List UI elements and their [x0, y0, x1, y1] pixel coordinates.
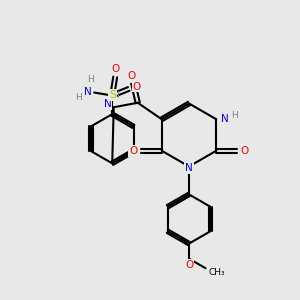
Text: H: H	[87, 75, 94, 84]
Text: N: N	[84, 87, 92, 97]
Text: H: H	[232, 111, 238, 119]
Text: N: N	[221, 114, 229, 124]
Text: N: N	[185, 163, 193, 173]
Text: O: O	[112, 64, 120, 74]
Text: H: H	[112, 91, 119, 100]
Text: S: S	[109, 90, 116, 100]
Text: O: O	[128, 71, 136, 81]
Text: H: H	[75, 93, 82, 102]
Text: O: O	[133, 82, 141, 92]
Text: CH₃: CH₃	[208, 268, 225, 277]
Text: N: N	[104, 99, 112, 109]
Text: O: O	[241, 146, 249, 156]
Text: O: O	[185, 260, 193, 270]
Text: O: O	[129, 146, 137, 156]
